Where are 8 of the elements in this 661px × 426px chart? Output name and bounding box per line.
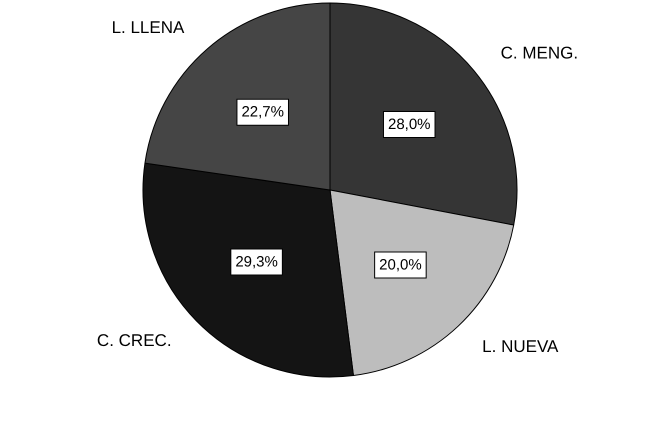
slice-label: L. LLENA [112, 18, 186, 37]
data-label: 22,7% [241, 104, 284, 121]
slice-label: C. CREC. [96, 331, 172, 350]
data-label: 29,3% [235, 254, 278, 271]
data-label: 20,0% [379, 256, 422, 274]
data-label: 28,0% [388, 116, 431, 133]
slice-label: L. NUEVA [482, 337, 560, 356]
slice-label: C. MENG. [500, 43, 578, 62]
